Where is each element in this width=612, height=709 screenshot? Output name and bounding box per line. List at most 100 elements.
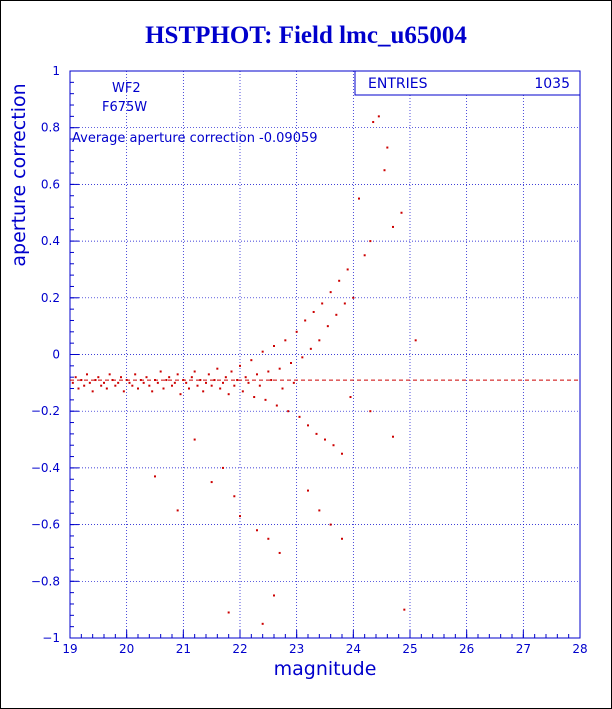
data-point — [213, 379, 216, 382]
data-point — [341, 452, 343, 455]
data-point — [292, 381, 295, 384]
data-point — [278, 367, 281, 370]
data-point — [369, 240, 372, 243]
data-point — [219, 387, 222, 390]
data-point — [335, 313, 338, 316]
data-point — [236, 379, 239, 382]
data-point — [304, 319, 307, 322]
data-point — [307, 489, 309, 492]
data-point — [318, 509, 321, 512]
x-tick-label: 27 — [516, 642, 531, 656]
data-point — [227, 393, 230, 396]
data-point — [312, 310, 315, 313]
data-point — [171, 384, 173, 387]
y-tick-label: −1 — [42, 631, 60, 645]
annotation-average: Average aperture correction -0.09059 — [72, 131, 318, 146]
data-point — [346, 268, 349, 271]
data-point — [414, 339, 417, 342]
data-point — [91, 390, 94, 393]
scatter-points — [71, 115, 417, 625]
data-point — [148, 384, 151, 387]
data-point — [258, 384, 261, 387]
data-point — [329, 523, 332, 526]
data-point — [128, 381, 131, 384]
data-point — [244, 376, 247, 379]
data-point — [326, 325, 329, 328]
data-point — [154, 379, 156, 382]
stats-box — [354, 70, 581, 96]
data-point — [134, 373, 137, 376]
data-point — [233, 384, 236, 387]
data-point — [275, 404, 278, 407]
data-point — [139, 379, 142, 382]
y-tick-label: 0.6 — [41, 177, 60, 191]
data-point — [307, 424, 309, 427]
y-axis-title: aperture correction — [8, 83, 30, 266]
y-tick-label: 0.8 — [41, 121, 60, 135]
data-point — [202, 390, 205, 393]
data-point — [176, 373, 179, 376]
data-point — [117, 381, 120, 384]
data-point — [111, 379, 114, 382]
data-point — [273, 594, 275, 597]
data-point — [233, 495, 236, 498]
data-point — [318, 339, 321, 342]
data-point — [193, 438, 196, 441]
data-point — [122, 390, 125, 393]
data-point — [159, 370, 162, 373]
annotation-filter: F675W — [102, 100, 147, 115]
data-point — [250, 359, 253, 362]
stats-value: 1035 — [534, 76, 570, 92]
data-point — [199, 379, 202, 382]
data-point — [329, 291, 332, 294]
data-point — [114, 384, 117, 387]
data-point — [210, 384, 213, 387]
x-tick-label: 25 — [402, 642, 417, 656]
data-point — [120, 376, 122, 379]
data-point — [295, 330, 298, 333]
data-point — [205, 381, 207, 384]
data-point — [71, 381, 74, 384]
data-point — [267, 370, 270, 373]
data-point — [105, 387, 108, 390]
data-point — [74, 376, 77, 379]
data-point — [301, 356, 304, 359]
data-point — [383, 169, 386, 172]
y-tick-label: 0.4 — [41, 234, 60, 248]
data-point — [173, 381, 176, 384]
annotation-chip: WF2 — [112, 81, 141, 96]
data-point — [247, 381, 250, 384]
data-point — [77, 387, 80, 390]
data-point — [227, 611, 230, 614]
y-tick-label: 1 — [52, 64, 60, 78]
y-tick-label: −0.2 — [31, 404, 60, 418]
data-point — [176, 509, 179, 512]
data-point — [193, 370, 196, 373]
data-point — [196, 384, 199, 387]
data-point — [216, 367, 219, 370]
chart-title: HSTPHOT: Field lmc_u65004 — [145, 22, 467, 49]
data-point — [338, 279, 341, 282]
data-point — [83, 384, 86, 387]
data-point — [298, 415, 301, 418]
data-point — [88, 381, 91, 384]
data-point — [284, 339, 287, 342]
data-point — [324, 438, 326, 441]
data-point — [125, 379, 128, 382]
x-tick-label: 22 — [232, 642, 247, 656]
data-point — [352, 296, 355, 299]
data-point — [369, 410, 372, 413]
stats-label: ENTRIES — [368, 76, 428, 92]
data-point — [363, 254, 366, 257]
y-tick-label: −0.8 — [31, 574, 60, 588]
data-point — [372, 121, 375, 124]
data-point — [349, 396, 352, 399]
data-point — [131, 384, 134, 387]
data-point — [137, 387, 139, 390]
data-point — [270, 379, 273, 382]
axis-ticks: 19 20 21 22 23 24 25 26 27 28 −1 −0.8 −0.6 −0.4 −0.2 0 0… — [31, 64, 588, 656]
data-point — [332, 444, 335, 447]
data-point — [182, 379, 185, 382]
data-point — [222, 466, 224, 469]
